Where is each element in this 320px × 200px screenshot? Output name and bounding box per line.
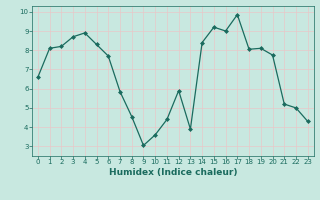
X-axis label: Humidex (Indice chaleur): Humidex (Indice chaleur) xyxy=(108,168,237,177)
